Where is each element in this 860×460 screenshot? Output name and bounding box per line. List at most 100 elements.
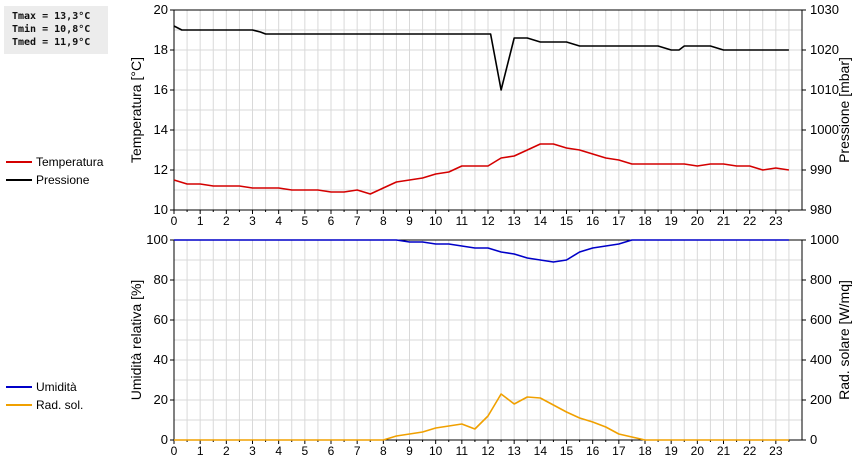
y-tick-label-right: 400 <box>810 352 832 367</box>
x-tick-label: 8 <box>380 214 387 228</box>
series-line-temperatura <box>173 143 790 195</box>
chart-panel-1: 0 1 2 3 4 5 6 7 8 9 10 11 12 13 14 15 16 17 18 19 20 21 22 2302… <box>128 232 852 458</box>
x-tick-label: 10 <box>429 444 443 458</box>
x-tick-label: 10 <box>429 214 443 228</box>
legend-item-pressione: Pressione <box>6 171 103 189</box>
x-tick-label: 13 <box>507 444 521 458</box>
x-tick-label: 16 <box>586 444 600 458</box>
x-tick-label: 14 <box>534 444 548 458</box>
y-tick-label-right: 0 <box>810 432 817 447</box>
x-tick-label: 11 <box>456 444 469 458</box>
chart-panel-0: 0 1 2 3 4 5 6 7 8 9 10 11 12 13 14 15 16 17 18 19 20 21 22 2310… <box>128 2 852 228</box>
stats-box: Tmax = 13,3°C Tmin = 10,8°C Tmed = 11,9°… <box>4 6 108 54</box>
x-tick-label: 9 <box>406 444 413 458</box>
y-tick-label-right: 1000 <box>810 232 839 247</box>
x-tick-label: 2 <box>223 444 230 458</box>
y-tick-label-right: 1010 <box>810 82 839 97</box>
x-tick-label: 23 <box>769 214 783 228</box>
y-tick-label-right: 1020 <box>810 42 839 57</box>
x-tick-label: 20 <box>691 214 705 228</box>
x-tick-label: 14 <box>534 214 548 228</box>
x-tick-label: 19 <box>664 214 678 228</box>
x-tick-label: 18 <box>638 214 652 228</box>
y-tick-label-left: 20 <box>154 392 168 407</box>
legend-bottom: Umidità Rad. sol. <box>6 378 83 414</box>
y-tick-label-right: 980 <box>810 202 832 217</box>
legend-label-radsol: Rad. sol. <box>36 398 84 412</box>
legend-swatch-pressione <box>6 179 32 181</box>
legend-item-radsol: Rad. sol. <box>6 396 83 414</box>
x-tick-label: 19 <box>664 444 678 458</box>
x-tick-label: 5 <box>301 214 308 228</box>
y-axis-label-right: Rad. solare [W/mq] <box>836 280 852 400</box>
x-tick-label: 18 <box>638 444 652 458</box>
x-tick-label: 5 <box>301 444 308 458</box>
legend-swatch-umidita <box>6 386 32 388</box>
y-tick-label-left: 10 <box>154 202 168 217</box>
y-tick-label-left: 20 <box>154 2 168 17</box>
x-tick-label: 12 <box>481 444 495 458</box>
y-tick-label-right: 800 <box>810 272 832 287</box>
y-tick-label-right: 990 <box>810 162 832 177</box>
x-tick-label: 17 <box>612 444 626 458</box>
stat-tmax: Tmax = 13,3°C <box>12 11 91 22</box>
y-tick-label-left: 0 <box>161 432 168 447</box>
x-tick-label: 9 <box>406 214 413 228</box>
x-tick-label: 0 <box>171 214 178 228</box>
y-tick-label-left: 16 <box>154 82 168 97</box>
legend-label-temperatura: Temperatura <box>36 155 104 169</box>
x-tick-label: 21 <box>717 444 731 458</box>
series-line-rad-sol- <box>174 393 789 441</box>
y-axis-label-left: Temperatura [°C] <box>128 57 144 163</box>
x-tick-label: 7 <box>354 444 361 458</box>
x-tick-label: 13 <box>507 214 521 228</box>
y-tick-label-right: 1000 <box>810 122 839 137</box>
y-tick-label-left: 40 <box>154 352 168 367</box>
y-tick-label-left: 100 <box>146 232 168 247</box>
stat-tmin: Tmin = 10,8°C <box>12 24 91 35</box>
y-tick-label-left: 80 <box>154 272 168 287</box>
y-axis-label-left: Umidità relativa [%] <box>128 280 144 401</box>
legend-label-pressione: Pressione <box>36 173 90 187</box>
x-tick-label: 4 <box>275 214 282 228</box>
x-tick-label: 3 <box>249 444 256 458</box>
series-line-pressione <box>173 25 789 91</box>
x-tick-label: 1 <box>197 214 204 228</box>
y-tick-label-right: 600 <box>810 312 832 327</box>
stat-tmed: Tmed = 11,9°C <box>12 37 91 48</box>
y-tick-label-left: 18 <box>154 42 168 57</box>
y-tick-label-left: 60 <box>154 312 168 327</box>
x-tick-label: 16 <box>586 214 600 228</box>
x-tick-label: 6 <box>328 214 335 228</box>
x-tick-label: 23 <box>769 444 783 458</box>
y-tick-label-right: 200 <box>810 392 832 407</box>
x-tick-label: 7 <box>354 214 361 228</box>
x-tick-label: 6 <box>328 444 335 458</box>
x-tick-label: 2 <box>223 214 230 228</box>
x-tick-label: 15 <box>560 444 574 458</box>
x-tick-label: 8 <box>380 444 387 458</box>
x-tick-label: 21 <box>717 214 731 228</box>
x-tick-label: 22 <box>743 214 757 228</box>
x-tick-label: 20 <box>691 444 705 458</box>
legend-item-temperatura: Temperatura <box>6 153 103 171</box>
x-tick-label: 11 <box>456 214 469 228</box>
x-tick-label: 0 <box>171 444 178 458</box>
legend-item-umidita: Umidità <box>6 378 83 396</box>
series-line-umidit- <box>174 239 789 263</box>
x-tick-label: 3 <box>249 214 256 228</box>
y-tick-label-left: 12 <box>154 162 168 177</box>
x-tick-label: 4 <box>275 444 282 458</box>
legend-swatch-radsol <box>6 404 32 406</box>
legend-swatch-temperatura <box>6 161 32 163</box>
x-tick-label: 15 <box>560 214 574 228</box>
y-tick-label-left: 14 <box>154 122 168 137</box>
legend-top: Temperatura Pressione <box>6 153 103 189</box>
y-axis-label-right: Pressione [mbar] <box>836 57 852 163</box>
x-tick-label: 17 <box>612 214 626 228</box>
x-tick-label: 12 <box>481 214 495 228</box>
x-tick-label: 22 <box>743 444 757 458</box>
x-tick-label: 1 <box>197 444 204 458</box>
legend-label-umidita: Umidità <box>36 380 77 394</box>
